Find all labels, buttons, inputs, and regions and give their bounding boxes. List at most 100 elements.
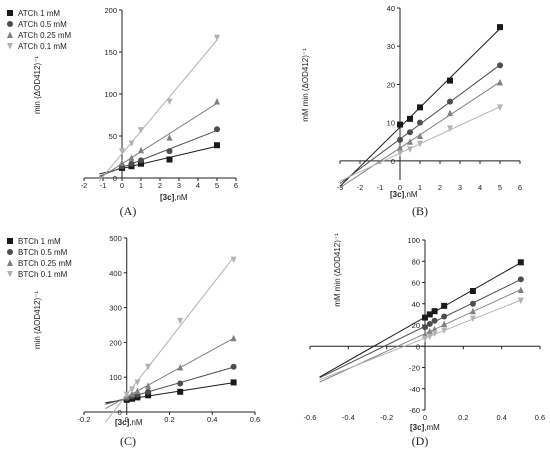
y-tick-label: 30 bbox=[387, 42, 395, 51]
y-tick-label: 40 bbox=[412, 300, 420, 309]
y-tick-label: 150 bbox=[104, 48, 117, 57]
y-tick-label: -60 bbox=[409, 406, 420, 415]
y-tick-label: 100 bbox=[104, 90, 117, 99]
data-point bbox=[407, 129, 413, 136]
x-tick-label: 0.2 bbox=[458, 413, 468, 422]
y-tick-label: 20 bbox=[387, 80, 395, 89]
x-tick-label: 2 bbox=[158, 181, 162, 190]
y-axis-title: min (ΔOD412)⁻¹ bbox=[33, 291, 42, 349]
y-tick-label: 20 bbox=[412, 321, 420, 330]
data-point bbox=[397, 136, 403, 143]
data-point bbox=[134, 379, 141, 386]
series-4 bbox=[104, 256, 237, 423]
y-tick-label: 50 bbox=[109, 132, 117, 141]
legend-label: ATCh 0.1 mM bbox=[18, 42, 67, 51]
data-point bbox=[497, 24, 503, 31]
y-axis-title: mM min (ΔOD412)⁻¹ bbox=[301, 48, 310, 122]
data-point bbox=[145, 388, 152, 395]
series-1 bbox=[339, 24, 503, 187]
data-point bbox=[166, 148, 173, 155]
panel-1: -2 -1 0 1 2 3 4 5 6 0 50 100 150 200 [3c],nM min (ΔOD41… bbox=[7, 6, 238, 218]
panel-label: (B) bbox=[412, 204, 428, 218]
data-point bbox=[407, 115, 413, 122]
data-point bbox=[129, 390, 136, 397]
data-point bbox=[214, 98, 220, 105]
legend-marker bbox=[7, 21, 13, 27]
data-point bbox=[441, 313, 448, 320]
y-tick-label: 0 bbox=[391, 157, 395, 166]
data-point bbox=[123, 391, 130, 399]
data-point bbox=[145, 363, 152, 371]
x-axis-title: [3c],nM bbox=[115, 418, 143, 427]
data-point bbox=[407, 138, 413, 145]
data-point bbox=[128, 154, 135, 161]
data-point bbox=[447, 77, 453, 84]
data-point bbox=[166, 98, 173, 106]
legend-marker bbox=[7, 259, 13, 266]
data-point bbox=[138, 127, 144, 134]
data-point bbox=[214, 142, 220, 149]
x-tick-label: 0 bbox=[120, 181, 124, 190]
data-point bbox=[431, 308, 438, 315]
series-2 bbox=[339, 62, 503, 184]
data-point bbox=[426, 327, 433, 335]
legend-marker bbox=[7, 31, 13, 38]
data-point bbox=[422, 335, 428, 343]
legend-marker bbox=[7, 43, 13, 50]
y-tick-label: 300 bbox=[109, 304, 122, 313]
x-tick-label: 5 bbox=[498, 183, 502, 192]
panel-3: -0.2 0 0.2 0.4 0.6 0 100 200 300 400 500 [3c],nM min… bbox=[7, 234, 260, 448]
x-tick-label: 1 bbox=[139, 181, 143, 190]
legend-label: BTCh 1 mM bbox=[18, 237, 61, 246]
x-tick-label: -1 bbox=[100, 181, 107, 190]
data-point bbox=[129, 386, 136, 393]
data-point bbox=[214, 34, 220, 42]
y-tick-label: 10 bbox=[387, 119, 395, 128]
legend: ATCh 1 mM ATCh 0.5 mM ATCh 0.25 mM ATCh 0.1… bbox=[7, 9, 72, 51]
x-tick-label: 0.6 bbox=[250, 415, 260, 424]
x-axis-title: [3c],nM bbox=[160, 193, 188, 202]
fit-line bbox=[319, 299, 522, 381]
data-point bbox=[177, 317, 184, 325]
x-tick-label: -1 bbox=[377, 183, 384, 192]
data-point bbox=[497, 79, 503, 86]
y-tick-label: 80 bbox=[412, 257, 420, 266]
x-tick-label: 1 bbox=[418, 183, 422, 192]
data-point bbox=[145, 382, 152, 389]
data-point bbox=[177, 388, 184, 395]
x-tick-label: 3 bbox=[177, 181, 181, 190]
y-tick-label: 100 bbox=[407, 236, 420, 245]
data-point bbox=[517, 276, 524, 283]
data-point bbox=[447, 109, 453, 117]
y-tick-label: 0 bbox=[118, 408, 122, 417]
data-point bbox=[417, 119, 423, 126]
fit-line bbox=[98, 39, 218, 182]
data-point bbox=[397, 121, 403, 128]
data-point bbox=[145, 392, 152, 399]
data-point bbox=[497, 104, 503, 111]
data-point bbox=[447, 98, 453, 105]
data-point bbox=[426, 333, 433, 341]
series-3 bbox=[339, 79, 503, 189]
data-point bbox=[128, 160, 135, 167]
x-axis-title: [3c],mM bbox=[410, 423, 440, 432]
data-point bbox=[469, 300, 476, 307]
legend: BTCh 1 mM BTCh 0.5 mM BTCh 0.25 mM BTCh 0.1… bbox=[7, 237, 72, 279]
data-point bbox=[138, 157, 144, 164]
series-3 bbox=[98, 98, 220, 179]
x-tick-label: -0.4 bbox=[342, 413, 355, 422]
data-point bbox=[417, 104, 423, 111]
data-point bbox=[447, 125, 453, 132]
data-point bbox=[517, 297, 524, 305]
legend-label: BTCh 0.1 mM bbox=[18, 270, 68, 279]
legend-label: ATCh 0.5 mM bbox=[18, 20, 67, 29]
data-point bbox=[517, 286, 524, 293]
legend-label: BTCh 0.25 mM bbox=[18, 259, 72, 268]
series-1 bbox=[319, 259, 524, 378]
data-point bbox=[138, 146, 144, 154]
x-tick-label: 4 bbox=[478, 183, 482, 192]
fit-line bbox=[99, 129, 218, 177]
y-tick-label: 200 bbox=[104, 6, 117, 15]
legend-marker bbox=[7, 238, 13, 244]
x-tick-label: -0.2 bbox=[380, 413, 393, 422]
